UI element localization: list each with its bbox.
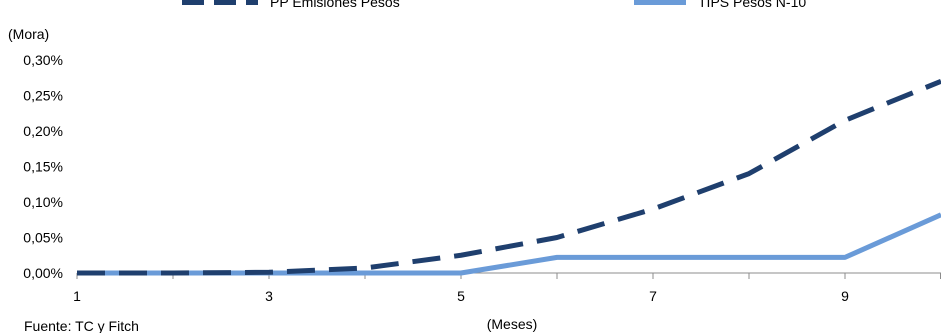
y-tick-label: 0,00%	[23, 265, 63, 281]
y-axis: 0,00% 0,05% 0,10% 0,15% 0,20% 0,25% 0,30%	[23, 52, 63, 281]
x-tick-label: 3	[265, 288, 273, 304]
series-line-0	[77, 78, 941, 276]
x-axis: 1 3 5 7 9	[73, 272, 941, 304]
x-tick-label: 1	[73, 288, 81, 304]
y-tick-label: 0,25%	[23, 88, 63, 104]
source-note: Fuente: TC y Fitch	[24, 318, 139, 333]
y-axis-title: (Mora)	[8, 26, 49, 42]
y-tick-label: 0,10%	[23, 194, 63, 210]
x-axis-title: (Meses)	[487, 316, 538, 332]
x-tick-label: 5	[457, 288, 465, 304]
x-tick-label: 9	[841, 288, 849, 304]
legend-label: TIPS Pesos N-10	[698, 0, 806, 10]
legend: PP Emisiones Pesos TIPS Pesos N-10	[182, 0, 806, 10]
y-tick-label: 0,05%	[23, 230, 63, 246]
series-layer	[77, 78, 941, 276]
legend-label: PP Emisiones Pesos	[270, 0, 400, 10]
y-tick-label: 0,30%	[23, 52, 63, 68]
y-tick-label: 0,20%	[23, 123, 63, 139]
y-tick-label: 0,15%	[23, 159, 63, 175]
x-tick-label: 7	[649, 288, 657, 304]
